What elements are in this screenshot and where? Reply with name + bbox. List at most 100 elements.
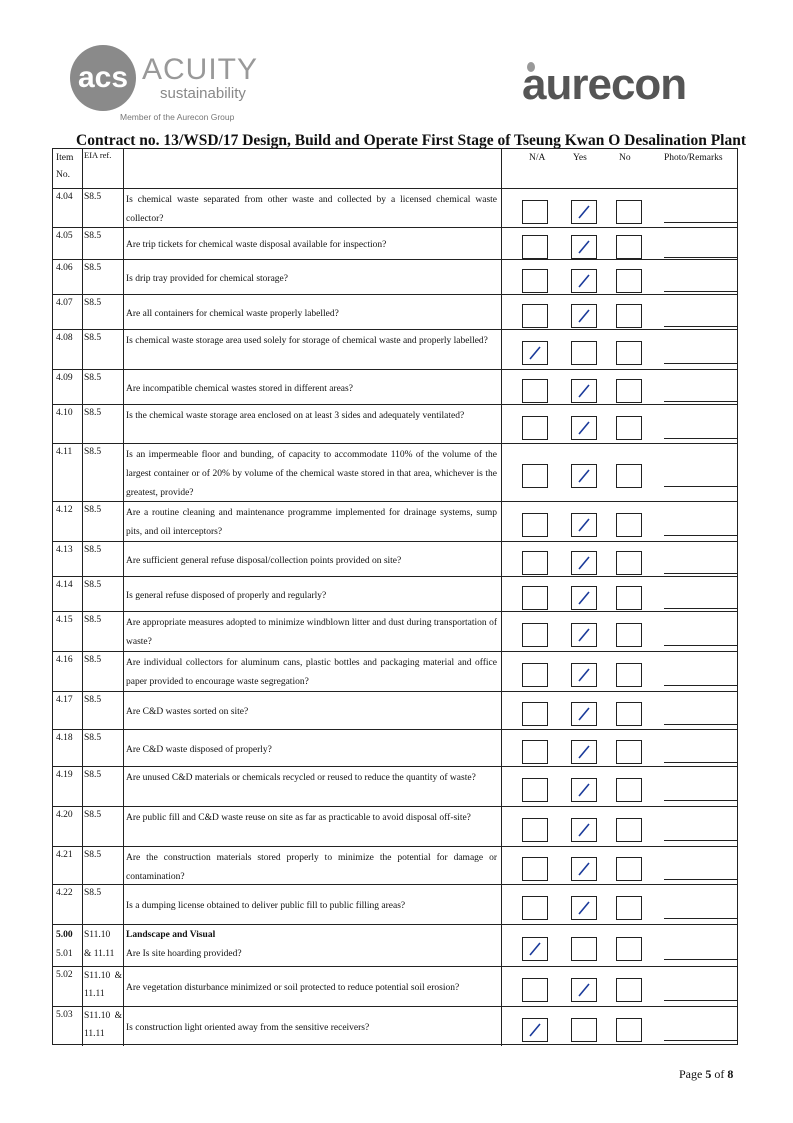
checkbox-yes[interactable] [571,778,597,802]
checkbox-no[interactable] [616,200,642,224]
checkbox-na[interactable] [522,778,548,802]
checkbox-no[interactable] [616,978,642,1002]
remarks-field[interactable] [664,959,737,960]
checkbox-na[interactable] [522,513,548,537]
item-description: Are sufficient general refuse disposal/c… [124,542,502,576]
checkbox-no[interactable] [616,818,642,842]
checkbox-na[interactable] [522,663,548,687]
checkbox-na[interactable] [522,937,548,961]
remarks-field[interactable] [664,573,737,574]
checkbox-no[interactable] [616,857,642,881]
checkbox-na[interactable] [522,978,548,1002]
checkbox-yes[interactable] [571,857,597,881]
checkbox-yes[interactable] [571,464,597,488]
checkbox-no[interactable] [616,663,642,687]
checkbox-no[interactable] [616,937,642,961]
checkbox-na[interactable] [522,818,548,842]
checkbox-yes[interactable] [571,818,597,842]
checkbox-no[interactable] [616,464,642,488]
checkbox-no[interactable] [616,623,642,647]
checkbox-yes[interactable] [571,551,597,575]
checkbox-na[interactable] [522,379,548,403]
checkbox-no[interactable] [616,235,642,259]
remarks-field[interactable] [664,438,737,439]
eia-ref: S8.5 [83,847,124,884]
eia-ref: S11.10 & 11.11 [83,1007,124,1046]
checkbox-no[interactable] [616,586,642,610]
item-number: 5.02 [53,967,83,1006]
remarks-field[interactable] [664,918,737,919]
checkbox-yes[interactable] [571,235,597,259]
checkbox-na[interactable] [522,464,548,488]
checkbox-na[interactable] [522,702,548,726]
remarks-field[interactable] [664,326,737,327]
header-yes: Yes [573,153,587,163]
remarks-field[interactable] [664,291,737,292]
checkbox-na[interactable] [522,235,548,259]
checkbox-yes[interactable] [571,416,597,440]
checkbox-no[interactable] [616,778,642,802]
checkbox-no[interactable] [616,740,642,764]
checkbox-na[interactable] [522,857,548,881]
checkbox-no[interactable] [616,551,642,575]
item-description: Is construction light oriented away from… [124,1007,502,1046]
remarks-field[interactable] [664,840,737,841]
checkbox-na[interactable] [522,269,548,293]
remarks-field[interactable] [664,1000,737,1001]
check-mark-icon [578,745,590,759]
checkbox-no[interactable] [616,702,642,726]
remarks-field[interactable] [664,222,737,223]
checkbox-na[interactable] [522,416,548,440]
checkbox-no[interactable] [616,416,642,440]
remarks-field[interactable] [664,800,737,801]
header-na: N/A [529,153,546,163]
remarks-field[interactable] [664,486,737,487]
checkbox-no[interactable] [616,1018,642,1042]
checkbox-na[interactable] [522,341,548,365]
checkbox-yes[interactable] [571,304,597,328]
checkbox-yes[interactable] [571,379,597,403]
remarks-field[interactable] [664,685,737,686]
checkbox-yes[interactable] [571,269,597,293]
checkbox-na[interactable] [522,740,548,764]
checkbox-na[interactable] [522,304,548,328]
checkbox-yes[interactable] [571,740,597,764]
remarks-field[interactable] [664,645,737,646]
checkbox-na[interactable] [522,586,548,610]
acuity-member-text: Member of the Aurecon Group [120,112,235,122]
checkbox-no[interactable] [616,379,642,403]
checkbox-yes[interactable] [571,200,597,224]
checkbox-yes[interactable] [571,586,597,610]
checkbox-na[interactable] [522,200,548,224]
checkbox-no[interactable] [616,513,642,537]
check-mark-icon [578,901,590,915]
checkbox-na[interactable] [522,1018,548,1042]
remarks-field[interactable] [664,401,737,402]
checkbox-na[interactable] [522,551,548,575]
checkbox-yes[interactable] [571,341,597,365]
checkbox-yes[interactable] [571,513,597,537]
checkbox-yes[interactable] [571,937,597,961]
checkbox-yes[interactable] [571,623,597,647]
checkbox-no[interactable] [616,896,642,920]
checkbox-yes[interactable] [571,978,597,1002]
checkbox-no[interactable] [616,304,642,328]
remarks-field[interactable] [664,879,737,880]
remarks-field[interactable] [664,724,737,725]
checkbox-yes[interactable] [571,702,597,726]
remarks-field[interactable] [664,257,737,258]
checkbox-no[interactable] [616,341,642,365]
checkbox-yes[interactable] [571,896,597,920]
remarks-field[interactable] [664,363,737,364]
item-number: 4.06 [53,260,83,294]
checkbox-na[interactable] [522,896,548,920]
remarks-field[interactable] [664,535,737,536]
checkbox-na[interactable] [522,623,548,647]
remarks-field[interactable] [664,762,737,763]
page-of: of [711,1067,728,1081]
checkbox-yes[interactable] [571,663,597,687]
remarks-field[interactable] [664,1040,737,1041]
checkbox-yes[interactable] [571,1018,597,1042]
remarks-field[interactable] [664,608,737,609]
checkbox-no[interactable] [616,269,642,293]
